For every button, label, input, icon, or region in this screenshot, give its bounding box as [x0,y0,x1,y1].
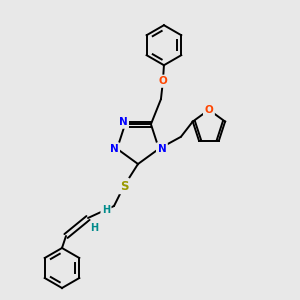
Text: H: H [102,205,110,215]
Text: S: S [120,179,128,193]
Text: N: N [110,144,118,154]
Text: N: N [158,144,166,154]
Text: O: O [159,76,167,86]
Text: H: H [90,223,98,233]
Text: N: N [119,117,128,127]
Text: O: O [205,105,213,115]
